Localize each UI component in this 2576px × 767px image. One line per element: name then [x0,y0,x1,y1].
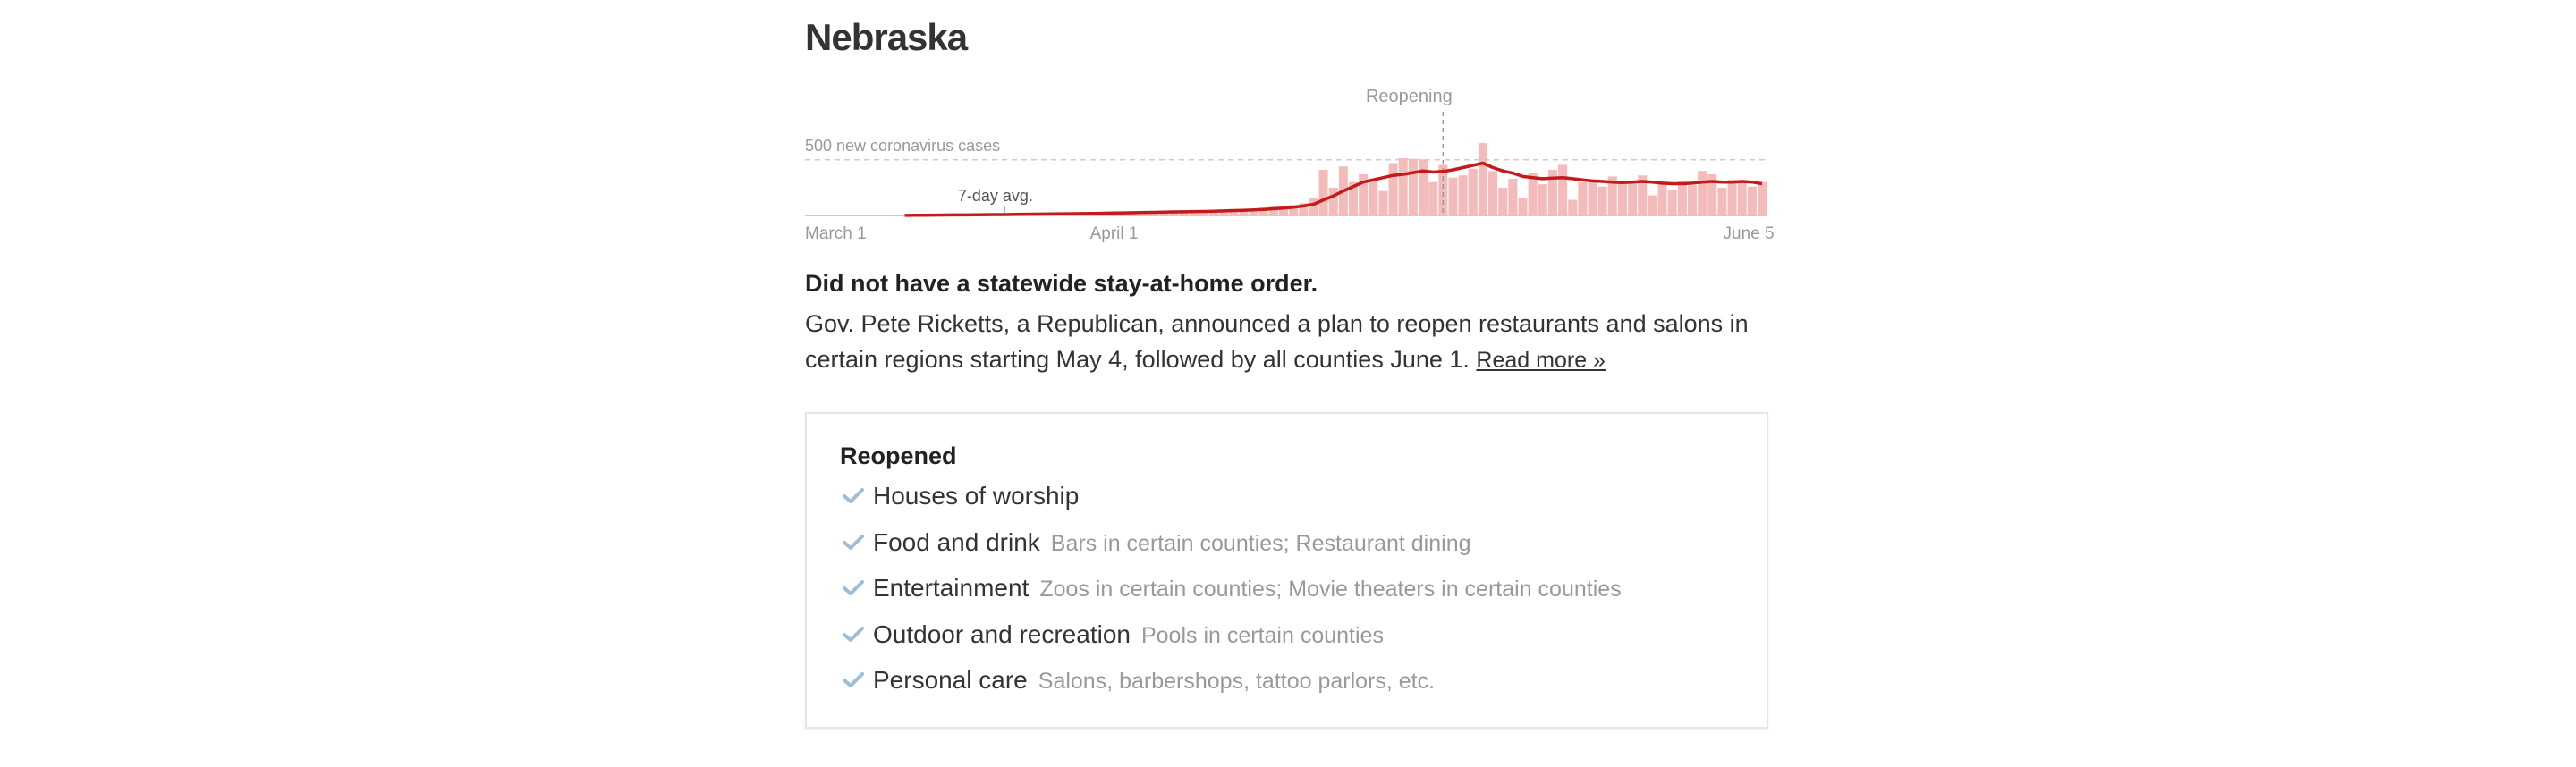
reopened-item: Entertainment Zoos in certain counties; M… [843,574,1622,603]
bar [1617,182,1627,215]
item-detail: Pools in certain counties [1140,622,1384,648]
bar [1508,178,1518,215]
summary-body: Gov. Pete Ricketts, a Republican, announ… [805,306,1771,378]
bar [1349,181,1359,215]
bar [1278,206,1289,215]
bar [1239,208,1249,215]
average-line [904,161,1763,217]
y-tick-label: 500 new coronavirus cases [805,137,1000,155]
bar [1607,176,1617,215]
check-icon [843,488,864,503]
bar [1488,171,1498,215]
check-icon [843,534,864,550]
read-more-link[interactable]: Read more » [1476,348,1606,373]
bar [1518,198,1528,215]
annotation-label: Reopening [1366,87,1453,106]
bar [1667,190,1677,215]
bar [1677,181,1687,215]
bar [1199,211,1208,215]
bar [1727,180,1737,215]
bar [1498,187,1508,215]
bar [1657,181,1667,215]
bar [1458,175,1468,215]
bar [1249,209,1258,215]
bar [1328,187,1338,215]
bar [1568,199,1578,215]
bar [1208,210,1218,215]
bar [1368,178,1378,215]
reopened-item: Food and drink Bars in certain counties; … [843,528,1471,557]
bar [1428,181,1438,215]
chart: 500 new coronavirus cases March 1 April 1 J… [805,87,1775,243]
item-category: Personal care [873,666,1028,694]
reopened-box: Reopened Houses of worship Food and drink… [805,412,1768,729]
bar [1707,173,1717,215]
reopened-title: Reopened [840,442,957,469]
bar [1309,198,1318,215]
check-icon [843,580,864,595]
check-icon [843,672,864,687]
bar [1757,181,1767,215]
item-category: Houses of worship [873,482,1080,510]
reopened-item: Outdoor and recreation Pools in certain c… [843,620,1384,649]
bar [1448,177,1458,215]
bar [1419,159,1428,215]
bar [1468,168,1478,215]
bar [1258,207,1268,215]
bar [1538,184,1547,215]
bar [1219,209,1229,215]
bar [1528,173,1538,215]
bar [1378,190,1388,215]
reopened-item: Personal care Salons, barbershops, tattoo… [843,666,1435,695]
bar [1229,210,1239,215]
state-title: Nebraska [805,16,968,58]
bar [1169,211,1179,215]
bar [1149,212,1159,215]
item-detail: Bars in certain counties; Restaurant din… [1050,530,1471,556]
bar [1408,158,1418,215]
bar [1698,171,1707,215]
bar [1388,163,1398,215]
bar [1737,182,1747,215]
check-icon [843,626,864,642]
bar [1289,205,1299,215]
bar [1318,169,1328,215]
bar [1359,173,1368,215]
average-label: 7-day avg. [958,187,1033,205]
summary-text: Gov. Pete Ricketts, a Republican, announ… [805,310,1749,373]
item-category: Food and drink [873,527,1040,556]
bar [1189,210,1199,215]
bar [1687,185,1697,215]
bar [1648,195,1657,215]
bar [1438,164,1448,215]
x-tick-label: June 5 [1724,224,1775,243]
bar [1628,181,1638,215]
bar [1597,186,1607,215]
bar [1547,169,1557,215]
bar [1398,157,1408,215]
bar [1747,186,1757,215]
bar [1268,206,1278,215]
bar [1578,181,1588,215]
item-category: Outdoor and recreation [873,620,1131,648]
item-category: Entertainment [873,574,1030,602]
bar [1717,187,1727,215]
x-tick-label: March 1 [805,224,867,243]
item-detail: Zoos in certain counties; Movie theaters… [1039,577,1622,602]
item-detail: Salons, barbershops, tattoo parlors, etc… [1038,669,1436,694]
headline: Did not have a statewide stay-at-home or… [805,270,1318,297]
bar [1478,143,1487,215]
reopened-item: Houses of worship [843,482,1079,510]
bar [1638,175,1648,215]
bar [1299,203,1309,215]
bar [1588,180,1597,215]
bar [1558,164,1568,215]
x-tick-label: April 1 [1090,224,1139,243]
